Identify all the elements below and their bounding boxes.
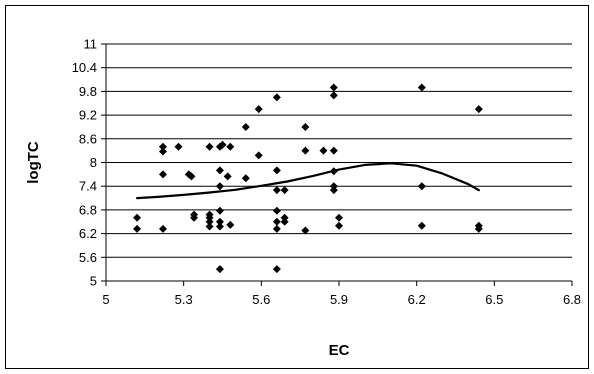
x-tick-label-5: 6.5 bbox=[485, 292, 503, 307]
data-point-18 bbox=[215, 182, 224, 191]
data-point-22 bbox=[215, 265, 224, 274]
data-point-19 bbox=[215, 206, 224, 215]
y-tick-label-9: 10.4 bbox=[72, 60, 97, 75]
data-point-46 bbox=[329, 91, 338, 100]
data-point-42 bbox=[301, 146, 310, 155]
data-point-51 bbox=[335, 213, 343, 222]
x-tick-label-6: 6.8 bbox=[563, 292, 581, 307]
x-tick-label-3: 5.9 bbox=[330, 292, 348, 307]
x-tick-label-2: 5.6 bbox=[252, 292, 270, 307]
data-point-32 bbox=[272, 166, 281, 175]
data-point-47 bbox=[329, 146, 338, 155]
data-point-6 bbox=[174, 142, 183, 151]
data-point-25 bbox=[226, 142, 235, 151]
x-axis-ticks: 5 5.3 5.6 5.9 6.2 6.5 6.8 bbox=[102, 281, 581, 307]
data-point-36 bbox=[272, 224, 281, 233]
data-point-20 bbox=[215, 217, 224, 226]
data-point-30 bbox=[254, 151, 263, 160]
data-point-58 bbox=[474, 224, 483, 233]
y-axis-title: logTC bbox=[25, 141, 42, 184]
y-tick-label-0: 5 bbox=[90, 274, 97, 289]
data-point-8 bbox=[187, 172, 196, 181]
y-axis-ticks: 5 5.6 6.2 6.8 7.4 8 8.6 9.2 9.8 10.4 11 bbox=[72, 37, 106, 289]
y-tick-label-2: 6.2 bbox=[79, 226, 97, 241]
data-points bbox=[133, 83, 483, 274]
data-point-55 bbox=[417, 221, 426, 230]
data-point-41 bbox=[301, 122, 310, 131]
data-point-44 bbox=[319, 146, 328, 155]
data-point-14 bbox=[205, 217, 214, 226]
data-point-34 bbox=[272, 206, 281, 215]
y-tick-label-1: 5.6 bbox=[79, 250, 97, 265]
y-tick-label-10: 11 bbox=[84, 37, 98, 52]
data-point-24 bbox=[223, 172, 232, 181]
y-tick-label-6: 8.6 bbox=[79, 131, 97, 146]
y-tick-label-5: 8 bbox=[90, 155, 97, 170]
data-point-21 bbox=[215, 222, 224, 231]
data-point-37 bbox=[272, 265, 281, 274]
chart-frame bbox=[5, 5, 589, 369]
data-point-23 bbox=[218, 140, 227, 149]
data-point-11 bbox=[205, 142, 214, 151]
x-tick-label-1: 5.3 bbox=[175, 292, 193, 307]
data-point-56 bbox=[474, 105, 483, 114]
data-point-26 bbox=[226, 220, 235, 229]
data-point-10 bbox=[190, 213, 199, 222]
data-point-4 bbox=[158, 170, 167, 179]
data-point-31 bbox=[272, 93, 281, 102]
data-point-54 bbox=[417, 182, 426, 191]
data-point-52 bbox=[335, 221, 343, 230]
data-point-15 bbox=[205, 222, 214, 231]
data-point-17 bbox=[215, 166, 224, 175]
data-point-53 bbox=[417, 83, 426, 92]
data-point-0 bbox=[133, 213, 142, 222]
data-point-28 bbox=[241, 174, 250, 183]
data-point-35 bbox=[272, 217, 281, 226]
gridlines bbox=[106, 43, 572, 258]
data-point-33 bbox=[272, 186, 281, 195]
data-point-29 bbox=[254, 105, 263, 114]
data-point-50 bbox=[329, 186, 338, 195]
trendline bbox=[136, 162, 480, 200]
x-tick-label-4: 6.2 bbox=[408, 292, 426, 307]
y-tick-label-4: 7.4 bbox=[79, 179, 97, 194]
y-tick-label-7: 9.2 bbox=[79, 108, 97, 123]
data-point-1 bbox=[133, 224, 142, 233]
y-tick-label-8: 9.8 bbox=[79, 84, 97, 99]
data-point-3 bbox=[158, 147, 167, 156]
y-tick-label-3: 6.8 bbox=[79, 202, 97, 217]
data-point-48 bbox=[329, 167, 338, 176]
trendline-layer bbox=[136, 162, 480, 200]
data-point-38 bbox=[280, 186, 289, 195]
data-point-43 bbox=[301, 226, 310, 235]
data-point-2 bbox=[158, 142, 167, 151]
x-tick-label-0: 5 bbox=[102, 292, 109, 307]
data-point-40 bbox=[280, 217, 289, 226]
x-axis-title: EC bbox=[329, 342, 350, 359]
data-point-27 bbox=[241, 122, 250, 131]
data-point-5 bbox=[158, 224, 167, 233]
data-point-45 bbox=[329, 83, 338, 92]
